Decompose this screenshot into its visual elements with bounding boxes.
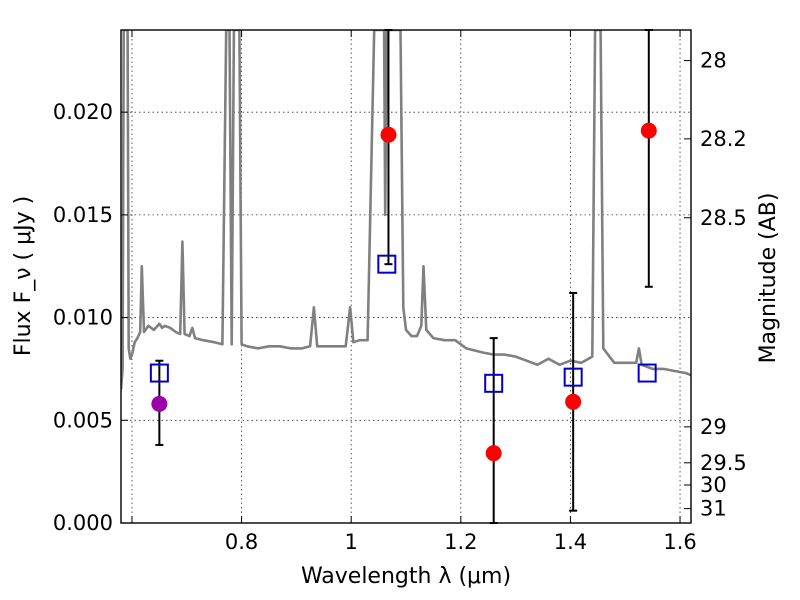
observed-point (380, 126, 397, 143)
observed-point (640, 122, 657, 139)
x-axis-label: Wavelength λ (μm) (301, 564, 511, 589)
x-tick-label: 1.6 (663, 530, 696, 554)
right-tick-label: 29 (700, 415, 727, 439)
model-photometry-square (637, 363, 657, 383)
y-tick-label: 0.010 (53, 306, 113, 330)
axes: 0.8 1 1.2 1.4 1.6 0.000 0.005 0.010 0.015 0.020 28… (53, 30, 747, 554)
right-tick-label: 29.5 (700, 451, 747, 475)
y-axis-label: Flux F_ν ( μJy ) (11, 196, 36, 356)
plot-frame (120, 29, 692, 524)
y-tick-label: 0.020 (53, 100, 113, 124)
observed-point (485, 445, 502, 462)
model-photometry-square (377, 254, 397, 274)
y-tick-label: 0.005 (53, 408, 113, 432)
model-photometry-square (484, 373, 504, 393)
y-tick-label: 0.000 (53, 511, 113, 535)
model-photometry-square (563, 367, 583, 387)
right-tick-label: 31 (700, 497, 727, 521)
y-tick-label: 0.015 (53, 203, 113, 227)
observed-point (565, 393, 582, 410)
observed-point (151, 395, 168, 412)
right-tick-label: 28 (700, 49, 727, 73)
x-tick-label: 1.2 (444, 530, 477, 554)
x-tick-label: 1 (345, 530, 358, 554)
model-photometry-square (149, 363, 169, 383)
right-tick-label: 30 (700, 473, 727, 497)
x-tick-label: 0.8 (225, 530, 258, 554)
x-tick-label: 1.4 (554, 530, 587, 554)
right-tick-label: 28.5 (700, 206, 747, 230)
right-axis-label: Magnitude (AB) (756, 193, 781, 364)
plot-background (121, 30, 691, 523)
right-tick-label: 28.2 (700, 127, 747, 151)
